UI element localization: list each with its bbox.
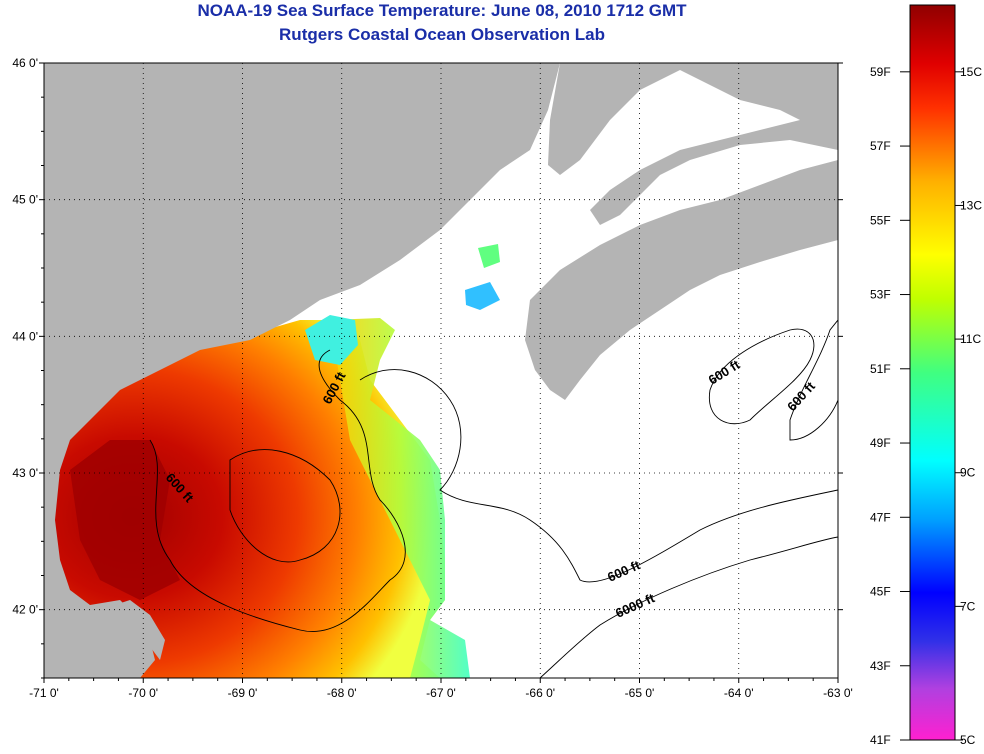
colorbar-f-label: 49F (870, 436, 891, 450)
colorbar-f-label: 45F (870, 585, 891, 599)
land-masses (44, 63, 838, 678)
page-title: NOAA-19 Sea Surface Temperature: June 08… (197, 1, 687, 20)
land-new-england (44, 63, 560, 678)
contour-600ft-central (359, 369, 838, 583)
lon-tick-label: -71 0' (29, 686, 59, 700)
lon-tick-label: -70 0' (128, 686, 158, 700)
land-cape-cod (100, 600, 165, 660)
land-new-brunswick (548, 63, 838, 225)
bathymetry-contours (149, 319, 838, 678)
contour-600ft-east (708, 328, 815, 425)
sst-data-field (44, 244, 500, 678)
contour-600ft-east-2 (789, 319, 838, 441)
colorbar-labels: 59F 57F 55F 53F 51F 49F 47F 45F 43F 41F 15C 13C 11C 9… (870, 65, 982, 747)
lon-tick-label: -69 0' (228, 686, 258, 700)
colorbar-f-label: 55F (870, 213, 891, 227)
lon-tick-label: -64 0' (724, 686, 754, 700)
lat-tick-label: 45 0' (12, 193, 38, 207)
colorbar-c-label: 9C (960, 466, 976, 480)
colorbar-f-label: 59F (870, 65, 891, 79)
sst-small-patch (465, 282, 500, 310)
lon-tick-label: -68 0' (327, 686, 357, 700)
colorbar-f-label: 47F (870, 510, 891, 524)
colorbar-c-label: 5C (960, 733, 976, 747)
sst-hot-core (70, 440, 180, 600)
lon-tick-label: -67 0' (426, 686, 456, 700)
contour-600ft-inner (229, 449, 341, 563)
sst-cool-patch (305, 315, 358, 365)
page-subtitle: Rutgers Coastal Ocean Observation Lab (279, 25, 605, 44)
colorbar-f-label: 53F (870, 288, 891, 302)
lat-tick-label: 46 0' (12, 56, 38, 70)
lat-tick-label: 43 0' (12, 466, 38, 480)
colorbar-c-label: 11C (960, 332, 981, 346)
lat-tick-label: 44 0' (12, 329, 38, 343)
land-nova-scotia (525, 160, 838, 400)
colorbar-c-label: 15C (960, 65, 982, 79)
colorbar: 59F 57F 55F 53F 51F 49F 47F 45F 43F 41F 15C 13C 11C 9… (870, 4, 982, 747)
sst-small-patch-2 (478, 244, 500, 268)
colorbar-c-label: 7C (960, 599, 976, 613)
colorbar-f-label: 41F (870, 733, 891, 747)
contour-600ft-coastal (149, 349, 406, 632)
colorbar-c-label: 13C (960, 198, 982, 212)
colorbar-f-label: 51F (870, 362, 891, 376)
colorbar-f-label: 57F (870, 139, 891, 153)
colorbar-f-label: 43F (870, 659, 891, 673)
colorbar-gradient (909, 4, 956, 741)
lat-tick-label: 42 0' (12, 603, 38, 617)
lon-tick-label: -66 0' (525, 686, 555, 700)
lon-tick-label: -63 0' (823, 686, 853, 700)
sst-eastern-edge (330, 318, 470, 678)
lon-tick-label: -65 0' (625, 686, 655, 700)
map-axes: -71 0' -70 0' -69 0' -68 0' -67 0' -66 0' -65 … (12, 56, 852, 700)
contour-6000ft (539, 536, 838, 678)
